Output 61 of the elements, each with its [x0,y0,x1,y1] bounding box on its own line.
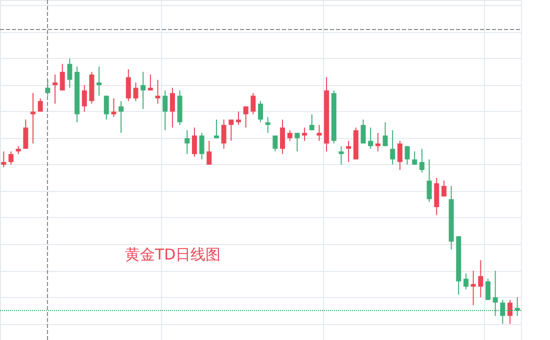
candlestick [133,82,138,102]
candlestick [228,119,234,142]
candlestick [170,87,175,128]
candlestick [118,100,124,134]
candlestick [126,68,131,102]
candlestick [60,63,65,91]
candlestick [280,119,286,155]
candlestick [382,122,388,147]
candlestick [463,272,468,290]
candlestick [412,150,418,166]
text: 黄金TD日线图 [125,246,221,264]
candlestick [397,140,402,170]
candlestick [214,119,219,139]
candlestick [272,135,278,152]
candlestick [104,95,109,120]
candlestick [243,106,248,128]
candlestick [434,177,440,216]
candlestick [419,148,424,174]
candlestick [162,90,168,131]
candlestick [478,260,484,298]
candlestick [250,92,256,115]
candlestick [184,130,190,155]
candlestick [258,100,263,123]
candlestick [265,116,270,134]
candlestick [500,299,506,324]
candlestick [302,127,308,142]
candlestick [96,66,102,96]
candlestick [206,140,212,166]
candlestick [148,74,153,91]
candlestick [375,132,380,152]
candlestick [485,278,490,300]
candlestick [441,180,446,198]
candlestick [507,299,512,324]
candlestick [404,146,410,166]
candlestick [30,92,36,144]
candlestick [67,58,72,88]
candlestick [1,150,6,168]
candlestick [82,84,87,112]
candlestick [316,124,322,142]
candlestick [390,130,396,166]
candlestick [338,146,344,166]
candlestick [221,119,226,150]
candlestick [199,132,204,160]
candlestick [492,270,498,316]
candlestick [8,150,14,166]
candlestick [23,119,28,150]
candlestick [236,111,241,126]
candlestick [294,132,300,152]
candlestick [140,71,146,110]
candlestick [360,119,366,144]
candlestick [426,158,432,202]
candlestick [155,79,160,104]
candlestick [368,127,374,150]
candlestick [470,270,476,306]
candlestick [309,114,314,131]
candlestick [287,130,292,142]
candlestick [38,98,43,112]
candlestick [52,74,58,104]
candlestick [192,127,197,158]
candlestick [346,140,352,163]
candlestick [111,98,116,118]
